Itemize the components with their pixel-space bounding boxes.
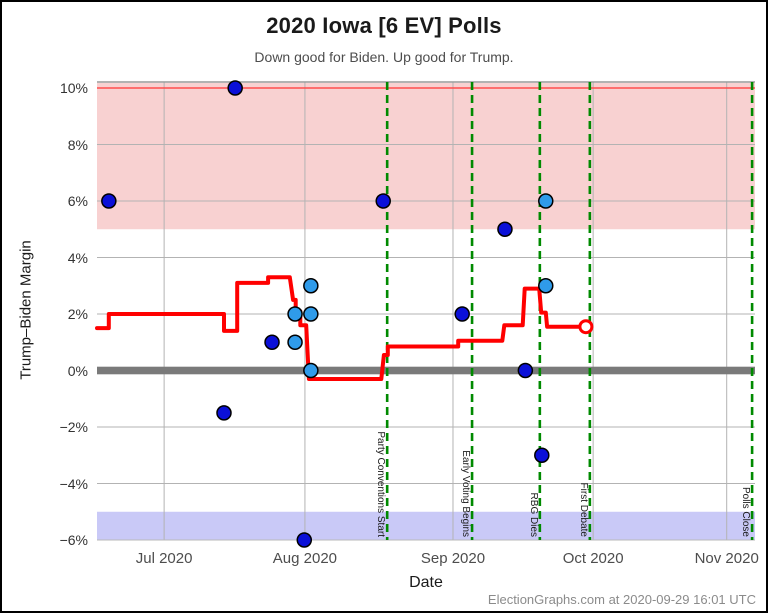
y-tick-label: 4% (67, 249, 88, 266)
x-tick-label: Aug 2020 (272, 550, 338, 567)
x-tick-label: Jul 2020 (135, 550, 193, 567)
poll-dot[interactable] (287, 334, 303, 350)
x-tick-label: Sep 2020 (420, 550, 486, 567)
poll-dot[interactable] (227, 80, 243, 96)
x-tick-label: Oct 2020 (562, 550, 624, 567)
event-label: Party Conventions Start (375, 431, 386, 537)
event-label: First Debate (578, 483, 589, 538)
event-label: Early Voting Begins (460, 450, 471, 537)
poll-dot[interactable] (454, 306, 470, 322)
page-title: 2020 Iowa [6 EV] Polls (266, 13, 502, 38)
poll-dot[interactable] (216, 405, 232, 421)
poll-average-line (95, 275, 588, 381)
y-tick-label: −6% (59, 532, 88, 548)
y-tick-label: 2% (67, 306, 88, 322)
y-tick-label: 10% (59, 80, 88, 96)
poll-dot[interactable] (303, 306, 319, 322)
y-tick-label: 6% (67, 193, 88, 209)
y-tick-label: 8% (67, 136, 88, 153)
biden-lead-zone (97, 511, 755, 540)
y-tick-label: −4% (59, 475, 88, 492)
poll-dot[interactable] (538, 193, 554, 209)
average-endpoint (578, 319, 594, 335)
poll-dot[interactable] (264, 334, 280, 350)
poll-dot[interactable] (534, 447, 550, 463)
credit-text: ElectionGraphs.com at 2020-09-29 16:01 U… (487, 592, 756, 607)
poll-dot[interactable] (287, 306, 303, 322)
zero-line-band (97, 366, 755, 375)
event-label: RBG Dies (528, 493, 539, 537)
poll-dot[interactable] (538, 278, 554, 294)
poll-dot[interactable] (101, 193, 117, 209)
y-tick-label: 0% (67, 362, 88, 379)
trump-lead-zone (97, 83, 755, 230)
chart-subtitle: Down good for Biden. Up good for Trump. (254, 49, 514, 65)
x-tick-label: Nov 2020 (694, 550, 759, 567)
x-axis-title: Date (409, 574, 443, 591)
y-tick-label: −2% (59, 419, 88, 435)
poll-dot[interactable] (303, 278, 319, 294)
poll-dot[interactable] (375, 193, 391, 209)
poll-dot[interactable] (497, 221, 513, 237)
poll-dot[interactable] (303, 362, 319, 379)
event-label: Polls Close (740, 487, 751, 537)
poll-dot[interactable] (517, 362, 534, 379)
poll-dot[interactable] (296, 532, 313, 548)
